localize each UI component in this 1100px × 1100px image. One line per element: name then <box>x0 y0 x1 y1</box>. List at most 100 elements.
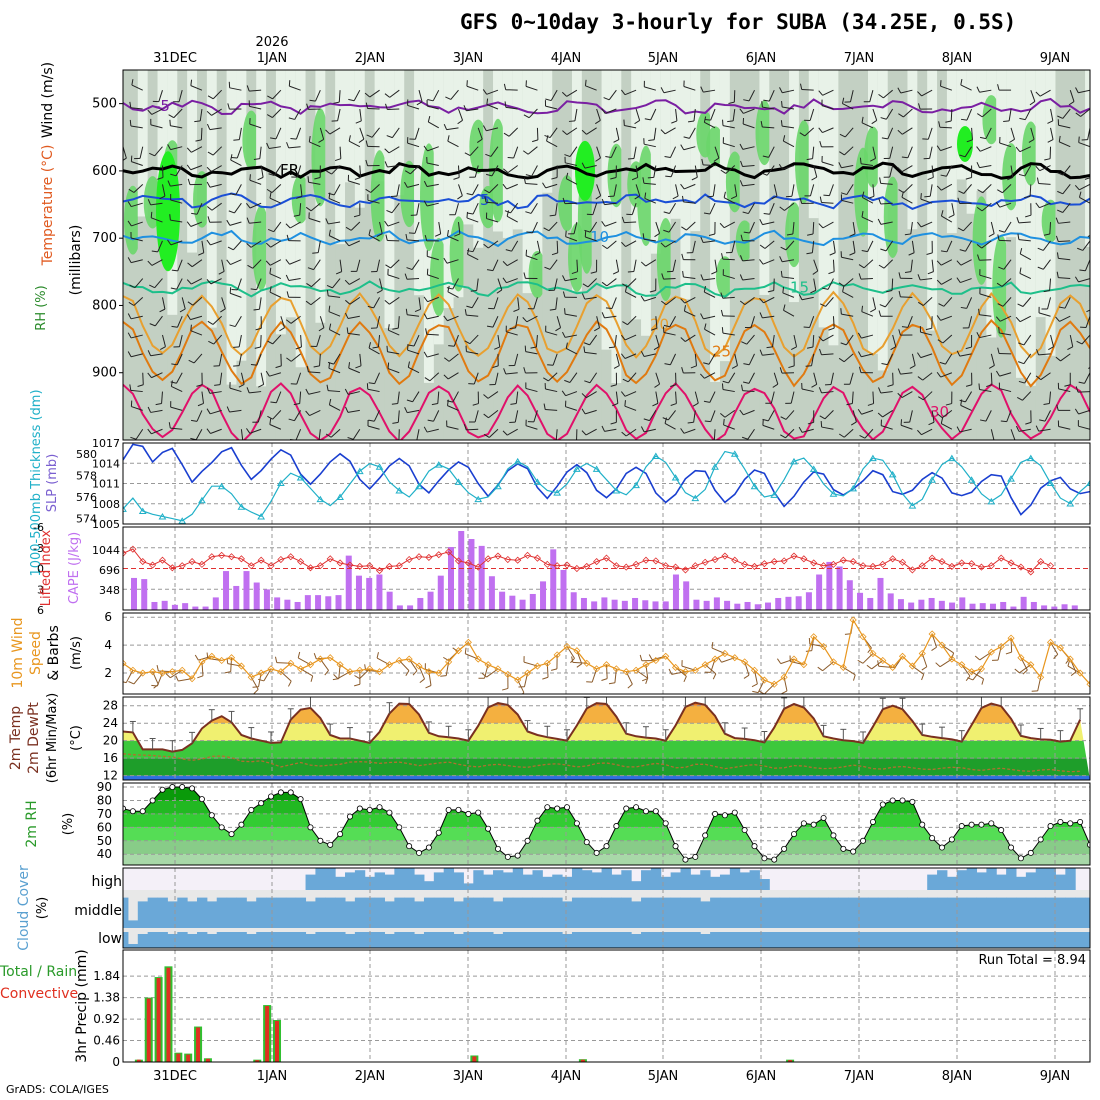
wind-barb <box>742 183 755 187</box>
thickness-marker <box>1046 479 1055 486</box>
time-label-bottom: 7JAN <box>844 1069 875 1084</box>
wind-barb-flag <box>703 116 707 123</box>
rh-shade-light <box>1025 70 1037 386</box>
wind-barb <box>249 221 262 224</box>
wind-barb <box>485 201 498 204</box>
wind-barb <box>703 315 716 320</box>
wind-speed-marker <box>632 666 640 674</box>
cloud-low-bar <box>897 932 908 948</box>
wind-barb <box>133 183 144 193</box>
wind-barb-flag <box>925 327 932 331</box>
wind-barb <box>1039 89 1051 97</box>
wind-barb-flag <box>506 210 510 217</box>
wind-barb <box>249 428 262 434</box>
wind-barb-flag <box>810 289 817 294</box>
cloud-middle-bar <box>246 901 257 928</box>
cape-bar <box>468 539 475 610</box>
wind-barb <box>872 391 875 404</box>
wind-barb-flag <box>1064 384 1071 387</box>
wind-barb <box>201 240 205 253</box>
li-marker <box>573 564 581 573</box>
cloud-high-bar <box>532 870 543 890</box>
cloud-high-bar <box>729 868 741 890</box>
wind-barb <box>308 217 321 223</box>
cape-bar <box>826 561 833 610</box>
wind-barb <box>290 315 301 324</box>
wind-barb-flag <box>453 177 460 180</box>
wind-barb <box>941 183 953 191</box>
wind-barb <box>1081 334 1090 345</box>
wind-barb-flag <box>898 113 904 118</box>
wind-barb <box>142 372 144 385</box>
wind-barb-flag <box>309 99 316 102</box>
wind-barb <box>611 297 617 309</box>
wind-barb <box>901 196 913 204</box>
li-marker <box>474 563 482 571</box>
wind-barb <box>655 391 659 404</box>
wind-barb-flag <box>345 299 351 305</box>
cloud-low-bar <box>216 932 228 948</box>
rh-shade-light <box>414 70 425 296</box>
wind-barb-flag <box>861 211 864 218</box>
wind-barb-flag <box>960 399 963 406</box>
wind-barb <box>723 142 735 148</box>
rh-marker <box>712 810 719 817</box>
wind-barb-flag <box>857 659 864 664</box>
wind-barb <box>545 388 558 393</box>
cape-bar <box>867 597 874 610</box>
wind-barb <box>426 333 439 336</box>
time-label-bottom: 2JAN <box>355 1069 386 1084</box>
wind-barb-flag <box>917 429 922 436</box>
wind-barb-flag <box>564 154 571 158</box>
wind-barb-flag <box>672 195 679 200</box>
rh-tick-label: 50 <box>97 834 112 848</box>
wind-barb <box>339 146 342 159</box>
time-label-bottom: 4JAN <box>551 1069 582 1084</box>
rh-band <box>123 800 1090 814</box>
wind-barb-flag <box>246 85 250 92</box>
wind-barb <box>585 428 597 436</box>
cloud-middle-bar <box>1055 897 1066 928</box>
wind-barb-flag <box>785 195 792 198</box>
wind-barb-flag <box>147 260 153 266</box>
wind-barb <box>762 353 775 356</box>
wind-barb-flag <box>651 327 658 331</box>
li-marker <box>652 557 660 565</box>
rh-shade-light <box>1035 70 1047 318</box>
wind-barb-flag <box>486 173 493 177</box>
wind-barb-flag <box>582 283 589 288</box>
wind-barb <box>990 429 995 440</box>
wind-barb-flag <box>682 270 684 278</box>
cloud-high-bar <box>562 876 573 890</box>
wind-barb <box>939 126 952 129</box>
wind-barb-flag <box>1078 381 1085 384</box>
wind-barb-flag <box>110 652 111 658</box>
cloud-low-bar <box>996 932 1007 948</box>
wind-barb-flag <box>951 652 955 659</box>
wind-barb <box>683 276 696 280</box>
wind-speed-marker <box>849 616 857 624</box>
pressure-tick-label: 500 <box>92 97 117 112</box>
thickness-marker <box>454 478 463 485</box>
rh-marker <box>909 798 916 805</box>
wind-barb-flag <box>978 308 980 315</box>
wind-barb <box>1049 222 1052 235</box>
wind-barb <box>742 278 755 281</box>
wind-barb-flag <box>445 96 452 100</box>
wind-barb-flag <box>288 117 295 120</box>
cape-bar <box>263 589 270 610</box>
cloud-high-bar <box>621 870 632 890</box>
wind-barb-flag <box>387 362 390 369</box>
wind-barb-flag <box>858 264 865 269</box>
rh-marker <box>662 820 669 827</box>
wind-barb <box>418 90 423 102</box>
rh-marker <box>899 797 906 804</box>
cloud-low-bar <box>641 932 652 948</box>
wind-barb-flag <box>266 142 270 149</box>
wind-barb <box>328 390 341 393</box>
wind-barb-flag <box>344 240 350 247</box>
wind-barb <box>813 259 819 272</box>
li-marker <box>839 556 847 564</box>
wind-speed-marker <box>642 661 650 669</box>
